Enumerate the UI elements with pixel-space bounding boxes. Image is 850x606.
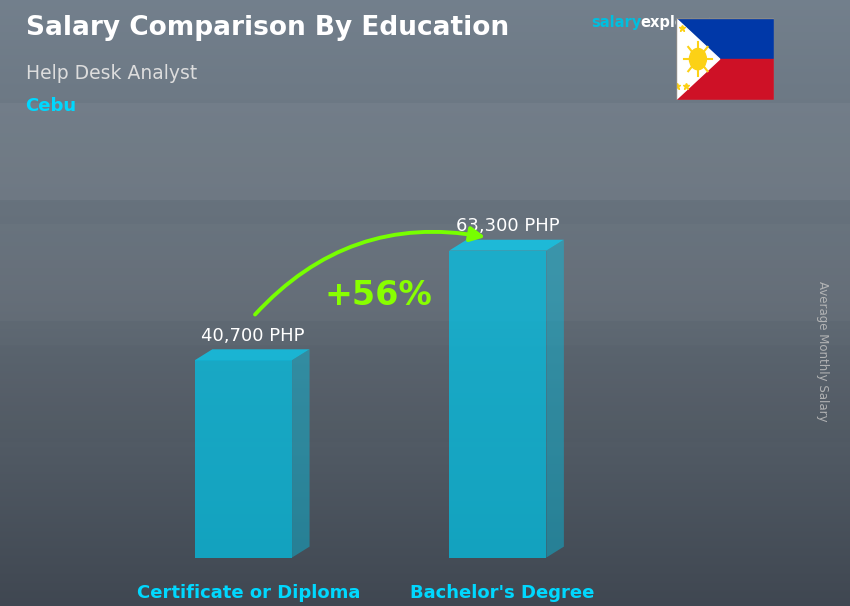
Bar [676,59,774,100]
Text: Salary Comparison By Education: Salary Comparison By Education [26,15,508,41]
Polygon shape [547,240,564,558]
Text: +56%: +56% [324,279,432,311]
Text: explorer: explorer [640,15,710,30]
Text: .com: .com [701,15,740,30]
Text: Average Monthly Salary: Average Monthly Salary [816,281,829,422]
Text: Help Desk Analyst: Help Desk Analyst [26,64,196,82]
Bar [195,360,292,558]
Text: 63,300 PHP: 63,300 PHP [456,218,559,235]
Text: salary: salary [591,15,641,30]
Polygon shape [195,349,309,360]
Bar [676,18,774,59]
Text: Cebu: Cebu [26,97,76,115]
Polygon shape [292,349,309,558]
Text: Certificate or Diploma: Certificate or Diploma [137,584,360,602]
Bar [449,251,547,558]
Circle shape [689,48,706,70]
Polygon shape [449,240,564,251]
Text: Bachelor's Degree: Bachelor's Degree [411,584,595,602]
Text: 40,700 PHP: 40,700 PHP [201,327,305,345]
Polygon shape [676,18,720,100]
